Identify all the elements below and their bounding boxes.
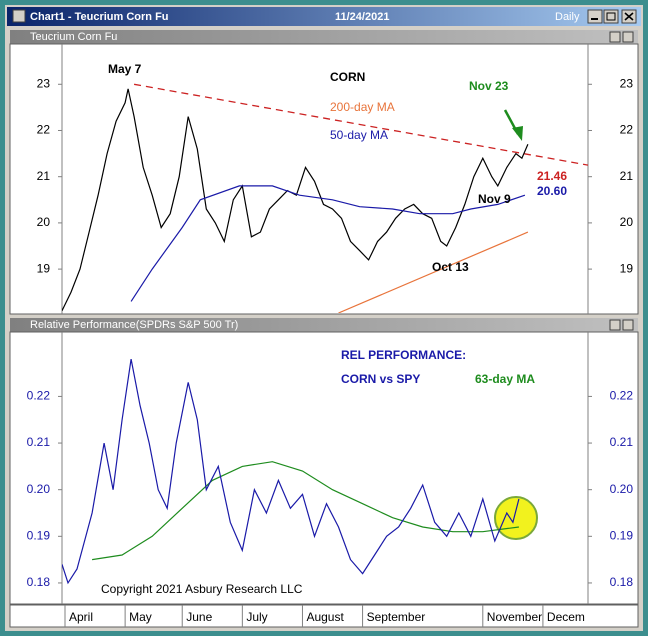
annotation: May 7	[108, 62, 142, 76]
last-value-label: 21.46	[537, 169, 567, 183]
y-tick-label: 19	[37, 261, 51, 275]
y-tick-label: 21	[37, 169, 51, 183]
title-bar	[7, 7, 641, 26]
x-tick-label: July	[246, 610, 267, 624]
annotation: Nov 23	[469, 79, 509, 93]
panel-button[interactable]	[622, 319, 634, 331]
panel-title: Relative Performance(SPDRs S&P 500 Tr)	[30, 319, 238, 331]
copyright: Copyright 2021 Asbury Research LLC	[101, 582, 303, 596]
app-icon	[12, 9, 26, 23]
y-tick-label: 0.21	[27, 435, 51, 449]
y-tick-label: 20	[620, 215, 634, 229]
minimize-button[interactable]	[587, 9, 603, 24]
maximize-icon	[606, 12, 616, 21]
panel-header	[10, 30, 638, 44]
y-tick-label: 21	[620, 169, 634, 183]
plot-area	[62, 83, 588, 313]
y-tick-label: 0.18	[27, 575, 51, 589]
window-buttons[interactable]	[587, 9, 637, 24]
panel-background	[9, 331, 639, 605]
legend-label: 63-day MA	[475, 372, 535, 386]
series-line	[130, 185, 526, 302]
series-line	[338, 231, 529, 313]
x-axis-strip	[9, 604, 639, 628]
y-tick-label: 23	[37, 76, 51, 90]
y-tick-label: 0.22	[27, 389, 51, 403]
close-icon	[624, 12, 634, 21]
window-date: 11/24/2021	[335, 11, 389, 23]
y-tick-label: 22	[37, 123, 51, 137]
y-tick-label: 23	[620, 76, 634, 90]
trendline	[133, 83, 588, 166]
y-tick-label: 0.20	[610, 482, 634, 496]
highlight-circle	[494, 496, 538, 540]
panel-button[interactable]	[622, 31, 634, 43]
y-tick-label: 19	[620, 261, 634, 275]
x-tick-label: April	[69, 610, 93, 624]
x-tick-label: August	[306, 610, 344, 624]
window-period: Daily	[555, 11, 580, 23]
y-tick-label: 0.22	[610, 389, 634, 403]
y-tick-label: 0.20	[27, 482, 51, 496]
x-tick-label: September	[367, 610, 426, 624]
headline: CORN vs SPY	[341, 372, 420, 386]
headline: REL PERFORMANCE:	[341, 348, 466, 362]
legend-label: 200-day MA	[330, 100, 395, 114]
panel-title: Teucrium Corn Fu	[30, 31, 117, 43]
series-line	[62, 88, 529, 311]
series-line	[92, 461, 519, 561]
y-tick-label: 20	[37, 215, 51, 229]
plot-area	[62, 358, 520, 585]
y-tick-label: 0.19	[27, 528, 51, 542]
arrow-head	[512, 126, 523, 141]
y-tick-label: 0.21	[610, 435, 634, 449]
last-value-label: 20.60	[537, 184, 567, 198]
x-tick-label: May	[129, 610, 152, 624]
annotation: Oct 13	[432, 260, 469, 274]
panel-background	[9, 43, 639, 315]
maximize-button[interactable]	[603, 9, 619, 24]
legend-label: 50-day MA	[330, 128, 388, 142]
annotation: Nov 9	[478, 192, 511, 206]
panel-button[interactable]	[609, 31, 621, 43]
window-title: Chart1 - Teucrium Corn Fu	[30, 11, 169, 23]
y-tick-label: 0.19	[610, 528, 634, 542]
series-line	[62, 358, 520, 585]
x-tick-label: June	[186, 610, 212, 624]
panel-button[interactable]	[609, 319, 621, 331]
headline: CORN	[330, 70, 365, 84]
panel-header	[10, 318, 638, 332]
y-tick-label: 0.18	[610, 575, 634, 589]
y-tick-label: 22	[620, 123, 634, 137]
x-tick-label: Decem	[547, 610, 585, 624]
x-tick-label: November	[487, 610, 542, 624]
